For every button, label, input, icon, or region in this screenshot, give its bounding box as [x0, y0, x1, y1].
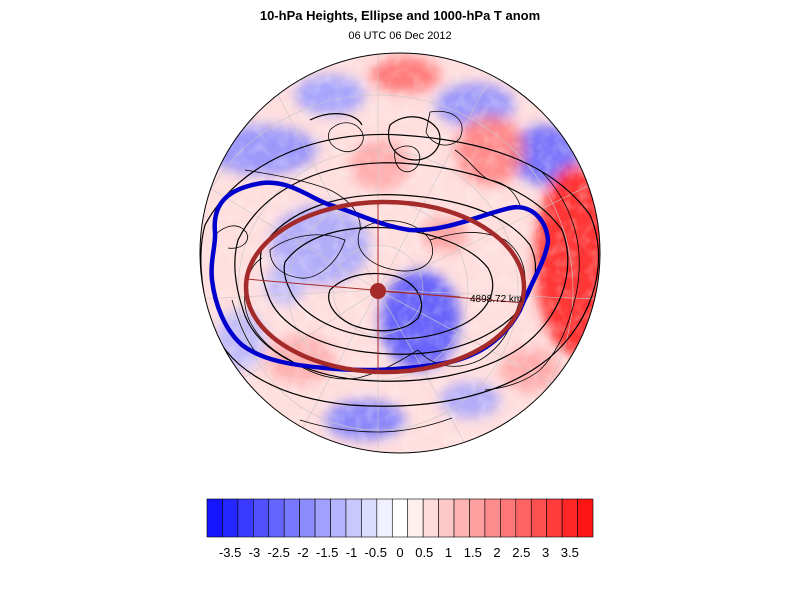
colorbar-boxes — [206, 498, 594, 538]
colorbar-box — [237, 498, 254, 538]
colorbar-box — [314, 498, 331, 538]
coastlines — [214, 110, 580, 433]
colorbar-tick-label: -3.5 — [219, 545, 241, 560]
colorbar-box — [577, 498, 594, 538]
fitted-ellipse — [243, 199, 527, 375]
colorbar-box — [206, 498, 223, 538]
colorbar-tick-label: 0.5 — [415, 545, 433, 560]
colorbar-box — [268, 498, 285, 538]
colorbar-tick-label: -0.5 — [365, 545, 387, 560]
vortex-edge-contour — [209, 180, 551, 373]
colorbar-box — [438, 498, 455, 538]
colorbar-tick-label: 3 — [542, 545, 549, 560]
colorbar-box — [283, 498, 300, 538]
colorbar-labels: -3.5 -3 -2.5 -2 -1.5 -1 -0.5 0 0.5 1 1.5 2 2.5 3 3.5 — [219, 545, 579, 560]
colorbar-box — [469, 498, 486, 538]
colorbar-tick-label: 1.5 — [464, 545, 482, 560]
colorbar-box — [407, 498, 424, 538]
colorbar-tick-label: 2.5 — [512, 545, 530, 560]
figure-subtitle: 06 UTC 06 Dec 2012 — [348, 30, 452, 42]
colorbar-tick-label: -1 — [346, 545, 358, 560]
colorbar-box — [361, 498, 378, 538]
colorbar-box — [484, 498, 501, 538]
colorbar-box — [546, 498, 563, 538]
colorbar-box — [453, 498, 470, 538]
colorbar-tick-label: 0 — [396, 545, 403, 560]
colorbar-tick-label: -3 — [249, 545, 261, 560]
colorbar-box — [330, 498, 347, 538]
colorbar-box — [253, 498, 270, 538]
colorbar-box — [500, 498, 517, 538]
ellipse-center-marker — [370, 283, 386, 299]
colorbar-tick-label: -2 — [297, 545, 309, 560]
ellipse-axis-length-label: 4898.72 km — [470, 294, 522, 305]
colorbar-tick-label: -2.5 — [267, 545, 289, 560]
colorbar-box — [561, 498, 578, 538]
colorbar-box — [422, 498, 439, 538]
colorbar-box — [299, 498, 316, 538]
colorbar-box — [222, 498, 239, 538]
colorbar-box — [345, 498, 362, 538]
colorbar-tick-label: 3.5 — [561, 545, 579, 560]
colorbar-box — [515, 498, 532, 538]
colorbar-box — [391, 498, 409, 538]
colorbar-box — [530, 498, 547, 538]
colorbar-tick-label: 1 — [445, 545, 452, 560]
figure-title: 10-hPa Heights, Ellipse and 1000-hPa T a… — [259, 8, 541, 23]
colorbar-box — [376, 498, 393, 538]
colorbar-tick-label: -1.5 — [316, 545, 338, 560]
globe-outline — [199, 52, 601, 454]
colorbar-tick-label: 2 — [493, 545, 500, 560]
